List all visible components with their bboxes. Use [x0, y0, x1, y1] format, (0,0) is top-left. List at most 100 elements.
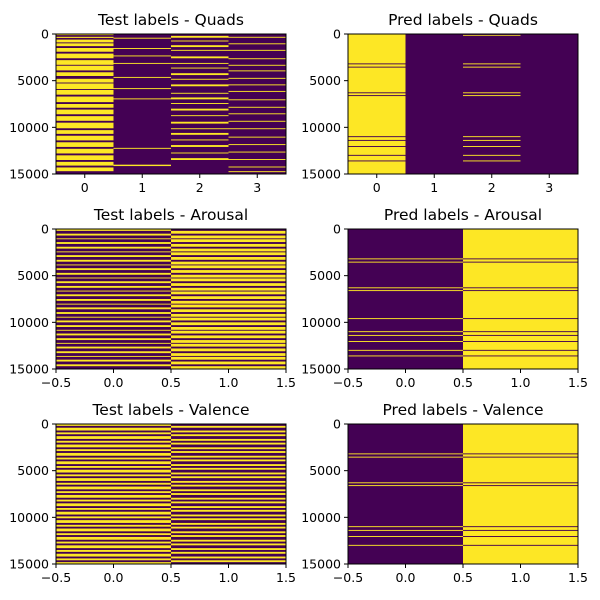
- heatmap-band: [463, 454, 578, 457]
- heatmap-band: [463, 95, 521, 97]
- y-tick-label: 5000: [17, 463, 49, 478]
- heatmap-band: [56, 482, 171, 485]
- heatmap-band: [171, 115, 229, 117]
- heatmap-band: [56, 550, 171, 552]
- heatmap-band: [348, 341, 463, 342]
- heatmap-band: [56, 109, 114, 115]
- heatmap-band: [56, 457, 171, 460]
- x-tick-label: 1.5: [568, 375, 588, 390]
- y-tick-label: 10000: [9, 120, 49, 135]
- heatmap-band: [56, 351, 171, 354]
- y-tick-label: 10000: [9, 315, 49, 330]
- axes-frame: [347, 33, 579, 175]
- heatmap-panel: Test labels - Valence 0 5000 10000 15000−0.5…: [9, 401, 296, 585]
- heatmap-band: [56, 43, 114, 47]
- heatmap-band: [171, 265, 286, 269]
- heatmap-band: [171, 464, 286, 466]
- x-tick-label: −0.5: [333, 375, 363, 390]
- heatmap-band: [171, 356, 286, 360]
- heatmap-band: [56, 135, 114, 141]
- heatmap-band: [171, 252, 286, 256]
- heatmap-band: [228, 106, 286, 108]
- heatmap-band: [171, 438, 286, 441]
- heatmap-band: [171, 84, 229, 87]
- heatmap-band: [171, 239, 286, 243]
- heatmap-band: [171, 92, 229, 94]
- heatmap-band: [171, 287, 286, 291]
- heatmap-band: [171, 497, 286, 500]
- heatmap-band: [171, 556, 286, 559]
- heatmap-band: [56, 511, 171, 515]
- heatmap-band: [171, 139, 229, 141]
- heatmap-band: [171, 476, 286, 479]
- heatmap-band: [171, 291, 286, 295]
- heatmap-band: [56, 325, 171, 327]
- heatmap-band: [228, 113, 286, 115]
- heatmap-band: [463, 341, 578, 350]
- heatmap-band: [171, 353, 286, 356]
- heatmap-band: [348, 334, 463, 336]
- heatmap-band: [56, 536, 171, 540]
- heatmap-band: [171, 434, 286, 437]
- heatmap-band: [348, 137, 406, 140]
- heatmap-band: [348, 453, 463, 455]
- heatmap-band: [228, 70, 286, 72]
- heatmap-column: [463, 34, 521, 174]
- heatmap-band: [171, 158, 229, 160]
- heatmap-band: [56, 533, 171, 536]
- chart-title: Test labels - Valence: [91, 401, 249, 419]
- heatmap-band: [56, 264, 171, 266]
- x-tick-label: 0.5: [453, 570, 473, 585]
- heatmap-band: [171, 103, 229, 104]
- heatmap-band: [348, 331, 463, 333]
- heatmap-band: [56, 553, 171, 557]
- heatmap-band: [348, 355, 463, 357]
- heatmap-band: [113, 62, 171, 64]
- heatmap-band: [463, 288, 578, 291]
- heatmap-band: [171, 235, 286, 239]
- heatmap-band: [56, 338, 171, 341]
- heatmap-band: [171, 348, 286, 352]
- heatmap-band: [56, 281, 171, 284]
- heatmap-band: [56, 122, 114, 129]
- heatmap-band: [348, 536, 463, 537]
- heatmap-band: [171, 49, 229, 51]
- heatmap-band: [171, 335, 286, 339]
- heatmap-band: [171, 340, 286, 343]
- heatmap-band: [56, 520, 171, 523]
- heatmap-band: [56, 268, 171, 271]
- heatmap-band: [56, 528, 171, 532]
- heatmap-band: [56, 516, 171, 519]
- x-tick-label: 1.0: [219, 570, 239, 585]
- heatmap-band: [56, 436, 171, 439]
- heatmap-band: [171, 261, 286, 265]
- heatmap-band: [56, 562, 171, 564]
- heatmap-band: [171, 278, 286, 282]
- heatmap-band: [113, 55, 171, 57]
- heatmap-band: [348, 349, 463, 351]
- heatmap-band: [348, 140, 406, 146]
- heatmap-band: [56, 255, 171, 257]
- heatmap-band: [56, 277, 171, 279]
- heatmap-column: [405, 34, 463, 174]
- heatmap-band: [56, 90, 114, 95]
- heatmap-band: [56, 342, 171, 344]
- x-tick-label: 0.0: [396, 375, 416, 390]
- heatmap-band: [463, 536, 578, 545]
- y-tick-label: 0: [333, 27, 341, 42]
- heatmap-band: [56, 449, 171, 452]
- heatmap-band: [348, 34, 406, 64]
- heatmap-band: [56, 142, 114, 147]
- y-tick-label: 0: [41, 27, 49, 42]
- heatmap-band: [171, 45, 229, 48]
- y-tick-label: 10000: [301, 120, 341, 135]
- x-tick-label: −0.5: [41, 570, 71, 585]
- heatmap-band: [228, 144, 286, 146]
- y-tick-label: 5000: [309, 268, 341, 283]
- heatmap-band: [56, 251, 171, 253]
- heatmap-band: [348, 161, 406, 174]
- heatmap-band: [56, 104, 114, 108]
- y-tick-label: 10000: [301, 510, 341, 525]
- heatmap-band: [171, 548, 286, 550]
- heatmap-band: [463, 66, 521, 68]
